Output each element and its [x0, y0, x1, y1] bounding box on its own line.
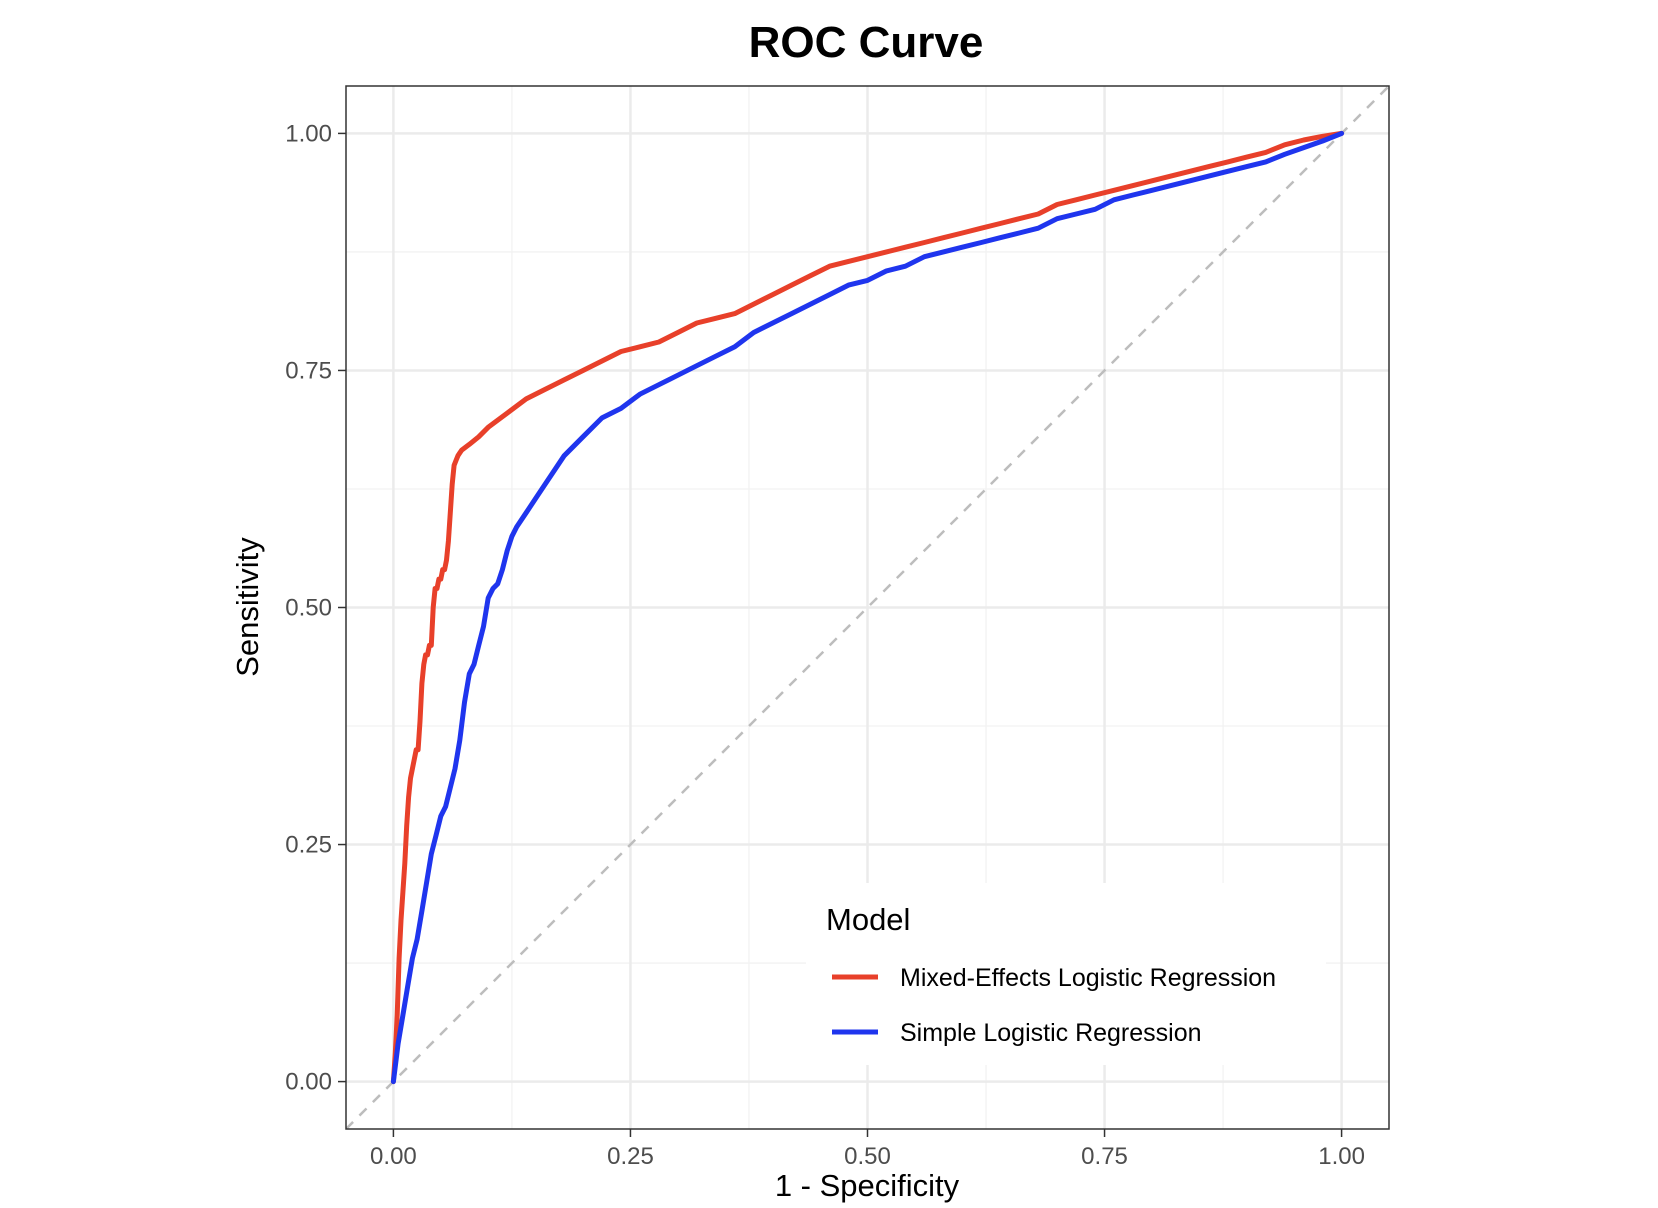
series-lines: [390, 130, 1345, 1085]
series-line-0: [390, 130, 1345, 1085]
legend-title: Model: [826, 902, 910, 937]
legend-background: [806, 883, 1326, 1065]
y-axis-ticks: 0.00 0.25 0.50 0.75 1.00: [285, 120, 346, 1096]
x-tick-label: 1.00: [1318, 1143, 1365, 1170]
x-tick-label: 0.75: [1081, 1143, 1128, 1170]
legend-label-simple: Simple Logistic Regression: [900, 1019, 1202, 1047]
y-tick-label: 0.00: [285, 1069, 332, 1096]
y-axis-title: Sensitivity: [230, 537, 265, 677]
x-axis-title: 1 - Specificity: [775, 1168, 960, 1203]
series-line-1: [390, 130, 1345, 1085]
y-tick-label: 0.50: [285, 595, 332, 622]
x-axis-ticks: 0.00 0.25 0.50 0.75 1.00: [370, 1129, 1365, 1170]
x-tick-label: 0.50: [844, 1143, 891, 1170]
y-tick-label: 0.75: [285, 357, 332, 384]
legend: Model Mixed-Effects Logistic Regression …: [806, 883, 1326, 1065]
grid-major: [346, 86, 1389, 1129]
legend-label-mixed-effects: Mixed-Effects Logistic Regression: [900, 964, 1276, 992]
y-tick-label: 0.25: [285, 832, 332, 859]
y-tick-label: 1.00: [285, 120, 332, 147]
x-tick-label: 0.00: [370, 1143, 417, 1170]
chart-title: ROC Curve: [749, 18, 984, 67]
x-tick-label: 0.25: [607, 1143, 654, 1170]
